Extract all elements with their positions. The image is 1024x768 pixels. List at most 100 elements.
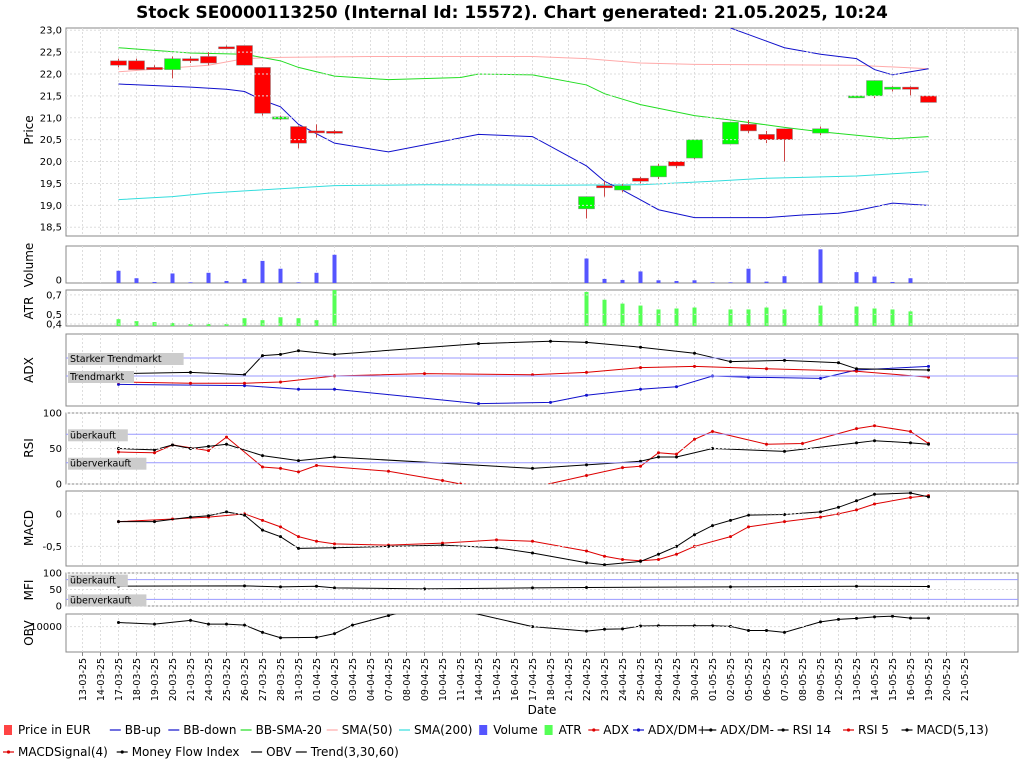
atr-tick-label: 0,4 [46, 320, 62, 331]
obv-line-point [333, 632, 336, 636]
x-tick-label: 14-04-25 [474, 658, 485, 701]
atr-bar [116, 319, 121, 326]
legend-marker [781, 728, 785, 732]
legend-label: BB-up [125, 723, 161, 737]
obv-line-point [909, 616, 912, 620]
adx-line-point [243, 381, 246, 385]
macd-line-point [243, 513, 246, 517]
macd-line-point [747, 513, 750, 517]
dm-minus-line-point [549, 339, 552, 343]
volume-bar [728, 282, 733, 283]
atr-bar [728, 309, 733, 326]
legend-label: Price in EUR [18, 723, 91, 737]
x-tick-label: 07-04-25 [384, 658, 395, 701]
x-tick-label: 06-05-25 [762, 658, 773, 701]
rsi5-line [118, 425, 929, 484]
price-tick-label: 19,0 [40, 201, 62, 212]
macd-signal-line-point [297, 535, 300, 539]
panel-frame-volume [65, 245, 1019, 284]
rsi-annotation: überkauft [70, 430, 116, 441]
atr-bar [638, 305, 643, 326]
x-tick-label: 08-04-25 [402, 658, 413, 701]
legend-marker [6, 750, 11, 754]
atr-bar [134, 321, 139, 326]
legend-item: Volume [479, 723, 538, 737]
mfi-line-point [927, 585, 930, 589]
rsi5-line-point [621, 466, 624, 470]
rsi5-line-point [279, 466, 282, 470]
mfi-tick-label: 50 [49, 585, 62, 596]
macd-line-point [657, 552, 660, 556]
obv-line-point [261, 630, 264, 634]
candle-body [884, 86, 901, 90]
candle-body [614, 185, 631, 191]
macd-line-point [189, 515, 192, 519]
macd-line-point [531, 551, 534, 555]
volume-bar [314, 272, 319, 283]
macd-line-point [585, 561, 588, 565]
x-tick-label: 04-04-25 [366, 658, 377, 701]
rsi14-line-point [711, 447, 714, 450]
rsi14-line-point [585, 463, 588, 467]
x-tick-label: 29-04-25 [672, 658, 683, 701]
legend-item: ATR [544, 723, 582, 737]
macd-plot-area [117, 491, 930, 566]
rsi14-line-point [855, 441, 858, 445]
obv-line-point [459, 609, 462, 612]
macd-line-point [387, 544, 390, 548]
macd-signal-line-point [531, 539, 534, 543]
candle-body [578, 196, 595, 210]
rsi5-line-point [585, 473, 588, 477]
obv-line-point [531, 625, 534, 629]
obv-line-point [117, 621, 120, 625]
legend-item: ADX/DM+ [633, 723, 707, 737]
price-tick-label: 20,5 [40, 135, 62, 146]
atr-bar [782, 309, 787, 326]
volume-bar [746, 268, 751, 283]
legend-label: Volume [493, 723, 538, 737]
obv-tick-label: 10000 [30, 622, 62, 633]
obv-line-point [279, 636, 282, 640]
rsi5-line-point [207, 449, 210, 453]
candle-body [218, 46, 235, 50]
mfi-plot-area [117, 584, 930, 591]
dm-plus-line-point [333, 387, 336, 391]
dm-plus-line-point [639, 387, 642, 391]
atr-bar [224, 324, 229, 326]
price-tick-label: 21,5 [40, 91, 62, 102]
volume-bar [260, 260, 265, 283]
adx-annotation: Starker Trendmarkt [70, 354, 162, 365]
atr-axis-label: ATR [22, 297, 36, 320]
rsi5-line-point [531, 486, 534, 489]
rsi14-line-point [909, 441, 912, 445]
obv-line-point [243, 623, 246, 627]
x-tick-label: 26-03-25 [240, 658, 251, 701]
obv-axis-label: OBV [22, 619, 36, 645]
adx-line-point [639, 366, 642, 370]
rsi14-line-point [225, 442, 228, 446]
rsi5-line-point [225, 435, 228, 439]
x-tick-label: 21-04-25 [564, 658, 575, 701]
obv-line-point [837, 617, 840, 621]
rsi-axis-label: RSI [22, 438, 36, 458]
macd-signal-line-point [333, 542, 336, 546]
rsi14-line-point [261, 454, 264, 458]
panel-atr: ATR 0,40,5 0,7 [22, 289, 1019, 331]
candle-body [920, 95, 937, 103]
x-tick-label: 09-05-25 [816, 658, 827, 701]
macd-signal-line-point [747, 525, 750, 529]
x-tick-label: 28-04-25 [654, 658, 665, 701]
macd-line-point [909, 491, 912, 495]
rsi5-line-point [441, 478, 444, 482]
x-tick-label: 23-04-25 [600, 658, 611, 701]
rsi14-line-point [657, 455, 660, 459]
x-tick-label: 05-05-25 [744, 658, 755, 701]
rsi5-line-point [711, 429, 714, 433]
dm-plus-line-point [819, 376, 822, 380]
macd-line-point [297, 546, 300, 550]
adx-line-point [693, 364, 696, 368]
macd-line-point [153, 520, 156, 524]
macd-signal-line-point [855, 508, 858, 512]
obv-line-point [189, 618, 192, 622]
x-tick-label: 18-03-25 [132, 658, 143, 701]
